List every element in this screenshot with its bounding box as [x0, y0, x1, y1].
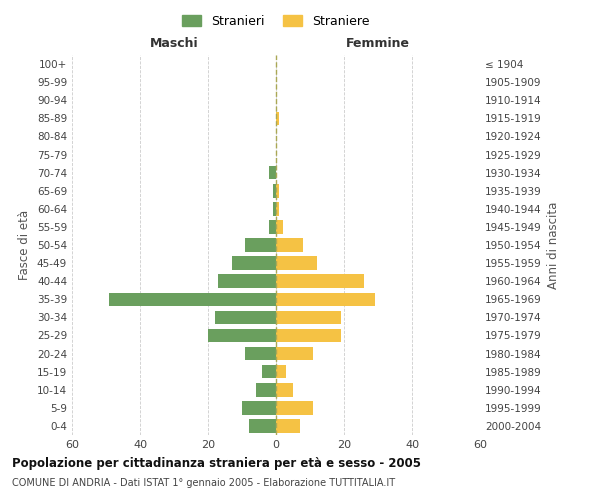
Bar — [276, 256, 317, 270]
Bar — [276, 274, 364, 288]
Bar — [276, 220, 283, 234]
Bar — [276, 310, 341, 324]
Bar — [276, 184, 280, 198]
Bar — [276, 347, 313, 360]
Bar — [109, 292, 276, 306]
Bar — [276, 328, 341, 342]
Bar — [276, 112, 280, 125]
Bar — [276, 401, 313, 414]
Bar — [269, 166, 276, 179]
Bar — [208, 328, 276, 342]
Bar — [245, 347, 276, 360]
Y-axis label: Fasce di età: Fasce di età — [19, 210, 31, 280]
Text: Femmine: Femmine — [346, 36, 410, 50]
Text: Maschi: Maschi — [149, 36, 199, 50]
Bar — [276, 202, 280, 215]
Bar — [245, 238, 276, 252]
Bar — [276, 419, 300, 432]
Bar — [249, 419, 276, 432]
Text: Popolazione per cittadinanza straniera per età e sesso - 2005: Popolazione per cittadinanza straniera p… — [12, 458, 421, 470]
Bar — [218, 274, 276, 288]
Bar — [242, 401, 276, 414]
Text: COMUNE DI ANDRIA - Dati ISTAT 1° gennaio 2005 - Elaborazione TUTTITALIA.IT: COMUNE DI ANDRIA - Dati ISTAT 1° gennaio… — [12, 478, 395, 488]
Bar — [276, 292, 374, 306]
Bar — [276, 365, 286, 378]
Bar — [276, 238, 303, 252]
Bar — [232, 256, 276, 270]
Bar — [262, 365, 276, 378]
Y-axis label: Anni di nascita: Anni di nascita — [547, 202, 560, 288]
Bar — [269, 220, 276, 234]
Bar — [272, 202, 276, 215]
Bar — [215, 310, 276, 324]
Legend: Stranieri, Straniere: Stranieri, Straniere — [176, 8, 376, 34]
Bar — [256, 383, 276, 396]
Bar — [276, 383, 293, 396]
Bar — [272, 184, 276, 198]
